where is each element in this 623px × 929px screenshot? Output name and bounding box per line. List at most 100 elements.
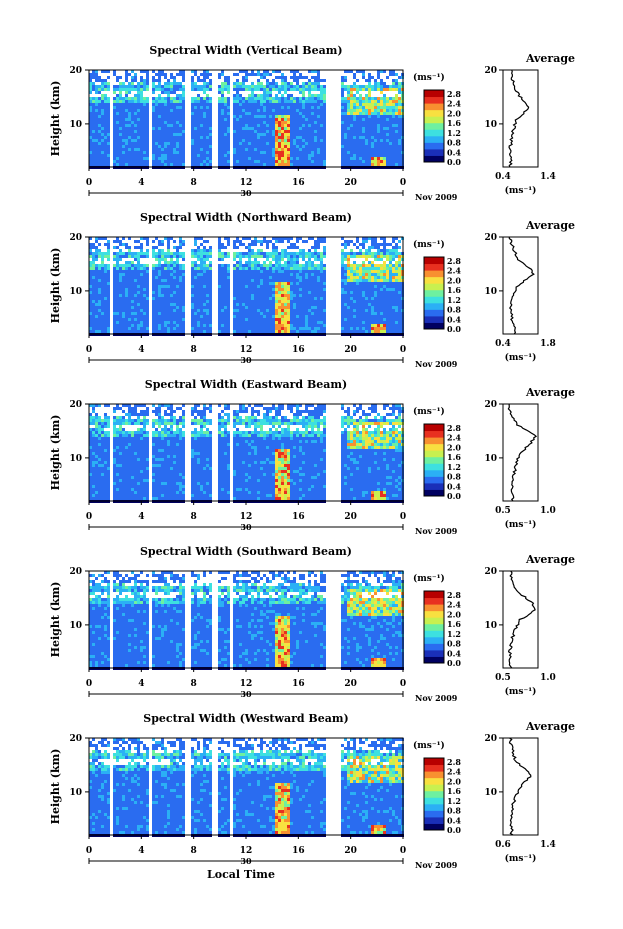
heatmap-cell (116, 100, 119, 103)
heatmap-cell (275, 300, 278, 303)
heatmap-cell (170, 303, 173, 306)
heatmap-cell (170, 112, 173, 115)
heatmap-cell (308, 255, 311, 258)
heatmap-cell (206, 85, 209, 88)
heatmap-cell (398, 148, 401, 151)
heatmap-cell (122, 97, 125, 100)
heatmap-cell (344, 121, 347, 124)
heatmap-cell (308, 112, 311, 115)
heatmap-cell (257, 112, 260, 115)
heatmap-cell (206, 115, 209, 118)
heatmap-cell (167, 82, 170, 85)
heatmap-cell (131, 312, 134, 315)
heatmap-cell (245, 273, 248, 276)
heatmap-cell (173, 255, 176, 258)
heatmap-cell (218, 318, 221, 321)
heatmap-cell (131, 261, 134, 264)
heatmap-cell (317, 100, 320, 103)
heatmap-cell (107, 300, 110, 303)
heatmap-cell (368, 94, 371, 97)
heatmap-cell (323, 94, 326, 97)
heatmap-cell (173, 106, 176, 109)
heatmap-cell (92, 297, 95, 300)
heatmap-cell (227, 145, 230, 148)
heatmap-cell (308, 294, 311, 297)
heatmap-cell (278, 264, 281, 267)
heatmap-cell (182, 243, 185, 246)
heatmap-cell (152, 82, 155, 85)
heatmap-cell (164, 154, 167, 157)
heatmap-cell (293, 246, 296, 249)
heatmap-cell (137, 330, 140, 333)
heatmap-cell (191, 255, 194, 258)
heatmap-cell (107, 276, 110, 279)
heatmap-cell (122, 154, 125, 157)
heatmap-cell (389, 163, 392, 166)
heatmap-cell (131, 267, 134, 270)
heatmap-cell (263, 276, 266, 279)
heatmap-cell (119, 127, 122, 130)
heatmap-cell (140, 300, 143, 303)
heatmap-cell (113, 312, 116, 315)
heatmap-cell (275, 100, 278, 103)
heatmap-cell (317, 79, 320, 82)
heatmap-cell (245, 252, 248, 255)
heatmap-cell (224, 106, 227, 109)
heatmap-cell (362, 133, 365, 136)
heatmap-cell (191, 324, 194, 327)
heatmap-cell (398, 112, 401, 115)
heatmap-cell (164, 297, 167, 300)
heatmap-cell (353, 154, 356, 157)
heatmap-cell (275, 252, 278, 255)
heatmap-cell (116, 145, 119, 148)
heatmap-cell (206, 300, 209, 303)
heatmap-cell (266, 243, 269, 246)
heatmap-cell (305, 82, 308, 85)
heatmap-cell (203, 85, 206, 88)
heatmap-cell (278, 297, 281, 300)
heatmap-cell (275, 318, 278, 321)
heatmap-cell (191, 157, 194, 160)
heatmap-cell (359, 106, 362, 109)
heatmap-cell (200, 142, 203, 145)
heatmap-cell (239, 82, 242, 85)
heatmap-cell (251, 249, 254, 252)
heatmap-cell (224, 255, 227, 258)
heatmap-cell (272, 82, 275, 85)
heatmap-cell (287, 133, 290, 136)
heatmap-cell (203, 109, 206, 112)
heatmap-cell (140, 97, 143, 100)
heatmap-cell (239, 303, 242, 306)
heatmap-cell (281, 276, 284, 279)
heatmap-cell (194, 151, 197, 154)
heatmap-cell (278, 106, 281, 109)
heatmap-cell (137, 246, 140, 249)
heatmap-cell (179, 160, 182, 163)
heatmap-cell (365, 124, 368, 127)
heatmap-cell (299, 112, 302, 115)
heatmap-cell (374, 157, 377, 160)
heatmap-cell (266, 115, 269, 118)
heatmap-cell (125, 306, 128, 309)
heatmap-cell (236, 163, 239, 166)
heatmap-cell (311, 133, 314, 136)
heatmap-cell (104, 309, 107, 312)
heatmap-cell (119, 124, 122, 127)
heatmap-cell (296, 282, 299, 285)
heatmap-cell (128, 312, 131, 315)
heatmap-cell (377, 142, 380, 145)
heatmap-cell (200, 288, 203, 291)
heatmap-cell (281, 103, 284, 106)
heatmap-cell (221, 252, 224, 255)
heatmap-cell (104, 151, 107, 154)
heatmap-cell (254, 288, 257, 291)
heatmap-cell (101, 70, 104, 73)
heatmap-cell (284, 282, 287, 285)
heatmap-cell (266, 142, 269, 145)
heatmap-cell (140, 330, 143, 333)
heatmap-cell (260, 288, 263, 291)
heatmap-cell (302, 100, 305, 103)
heatmap-cell (116, 306, 119, 309)
heatmap-cell (191, 282, 194, 285)
heatmap-cell (287, 124, 290, 127)
